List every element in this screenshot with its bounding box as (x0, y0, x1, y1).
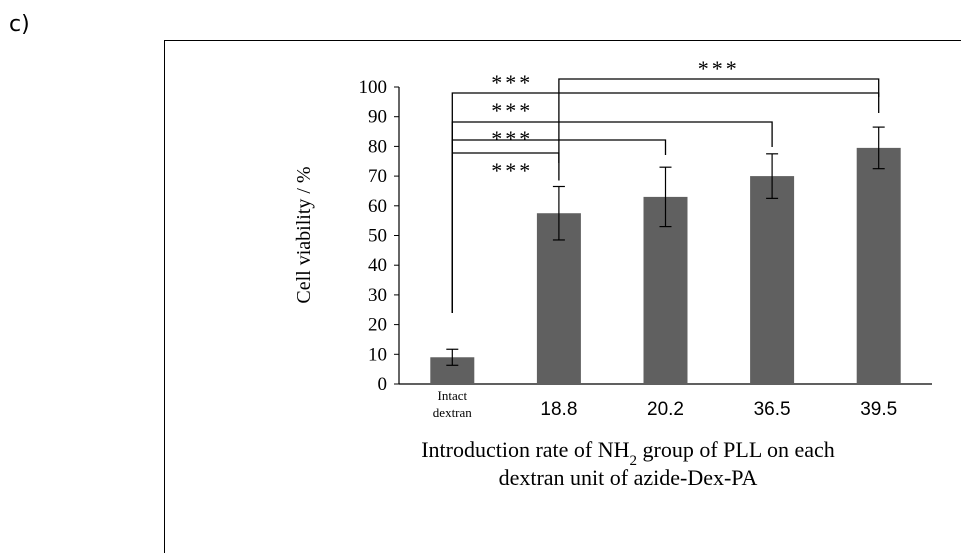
x-tick-label: Intact dextran (433, 388, 472, 420)
x-axis-title-line2: dextran unit of azide-Dex-PA (499, 465, 758, 490)
bar (643, 196, 688, 384)
y-tick-label: 30 (368, 285, 387, 306)
y-tick-label: 60 (368, 196, 387, 217)
bar (536, 213, 581, 384)
significance-label: *** (698, 56, 740, 81)
chart-frame (164, 40, 961, 553)
panel-label: c) (9, 12, 30, 37)
y-tick-label: 20 (368, 315, 387, 336)
x-ticks: Intact dextran 18.8 20.2 36.5 39.5 (433, 388, 897, 420)
x-axis-title: Introduction rate of NH2 group of PLL on… (421, 437, 835, 469)
y-tick-label: 100 (359, 77, 388, 98)
significance-label: *** (491, 126, 533, 151)
x-axis-title-part2: group of PLL on each (637, 437, 835, 462)
y-axis-title: Cell viability / % (293, 166, 315, 303)
y-tick-label: 40 (368, 255, 387, 276)
y-ticks: 0 10 20 30 40 50 60 70 80 90 100 (359, 77, 399, 395)
significance-brackets: *** *** *** *** *** (451, 56, 880, 313)
error-bars (446, 126, 885, 366)
bar (856, 147, 901, 384)
significance-label: *** (491, 158, 533, 183)
x-axis-title-part1: Introduction rate of NH (421, 437, 629, 462)
y-tick-label: 0 (378, 374, 388, 395)
bars (430, 147, 901, 384)
y-tick-label: 10 (368, 344, 387, 365)
x-tick-label: 36.5 (754, 399, 791, 420)
significance-bracket (451, 92, 880, 313)
significance-label: *** (491, 70, 533, 95)
x-tick-label: 39.5 (860, 399, 897, 420)
x-axis-title-subscript: 2 (630, 453, 638, 469)
y-tick-label: 90 (368, 107, 387, 128)
significance-label: *** (491, 98, 533, 123)
y-tick-label: 50 (368, 226, 387, 247)
x-tick-label: 18.8 (540, 399, 577, 420)
y-tick-label: 70 (368, 166, 387, 187)
y-tick-label: 80 (368, 136, 387, 157)
significance-bracket (558, 78, 880, 181)
x-tick-label: 20.2 (647, 399, 684, 420)
bar (750, 176, 795, 384)
